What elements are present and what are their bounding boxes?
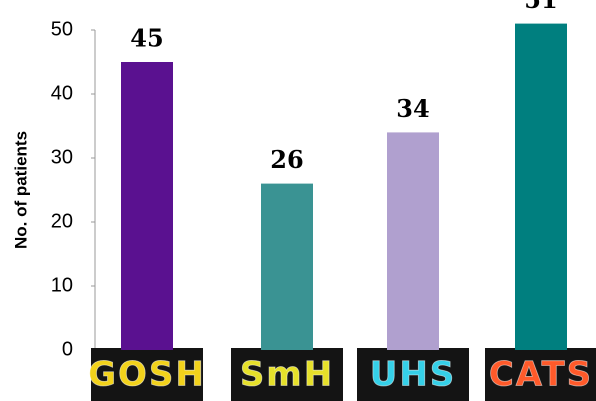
y-tick-label: 30	[51, 146, 73, 168]
bar	[121, 62, 173, 350]
y-tick-label: 20	[51, 210, 73, 232]
category-image	[231, 348, 343, 401]
category-image	[91, 348, 203, 401]
value-label: 26	[270, 145, 303, 174]
y-tick-label: 40	[51, 82, 73, 104]
value-label: 51	[524, 0, 557, 14]
value-label: 45	[130, 24, 163, 53]
y-axis-label: No. of patients	[11, 131, 30, 249]
y-tick-label: 0	[62, 338, 73, 360]
x-tick-label: GOSH	[88, 355, 206, 395]
x-tick-label: CATS	[489, 355, 593, 395]
category-image	[357, 348, 469, 401]
x-tick-label: UHS	[370, 355, 457, 395]
value-label: 34	[396, 94, 429, 123]
category-image	[485, 348, 596, 401]
y-tick-label: 10	[51, 274, 73, 296]
x-tick-label: SmH	[240, 355, 334, 395]
bar	[515, 23, 567, 350]
bar	[387, 132, 439, 350]
bar	[261, 183, 313, 350]
y-tick-label: 50	[51, 18, 73, 40]
